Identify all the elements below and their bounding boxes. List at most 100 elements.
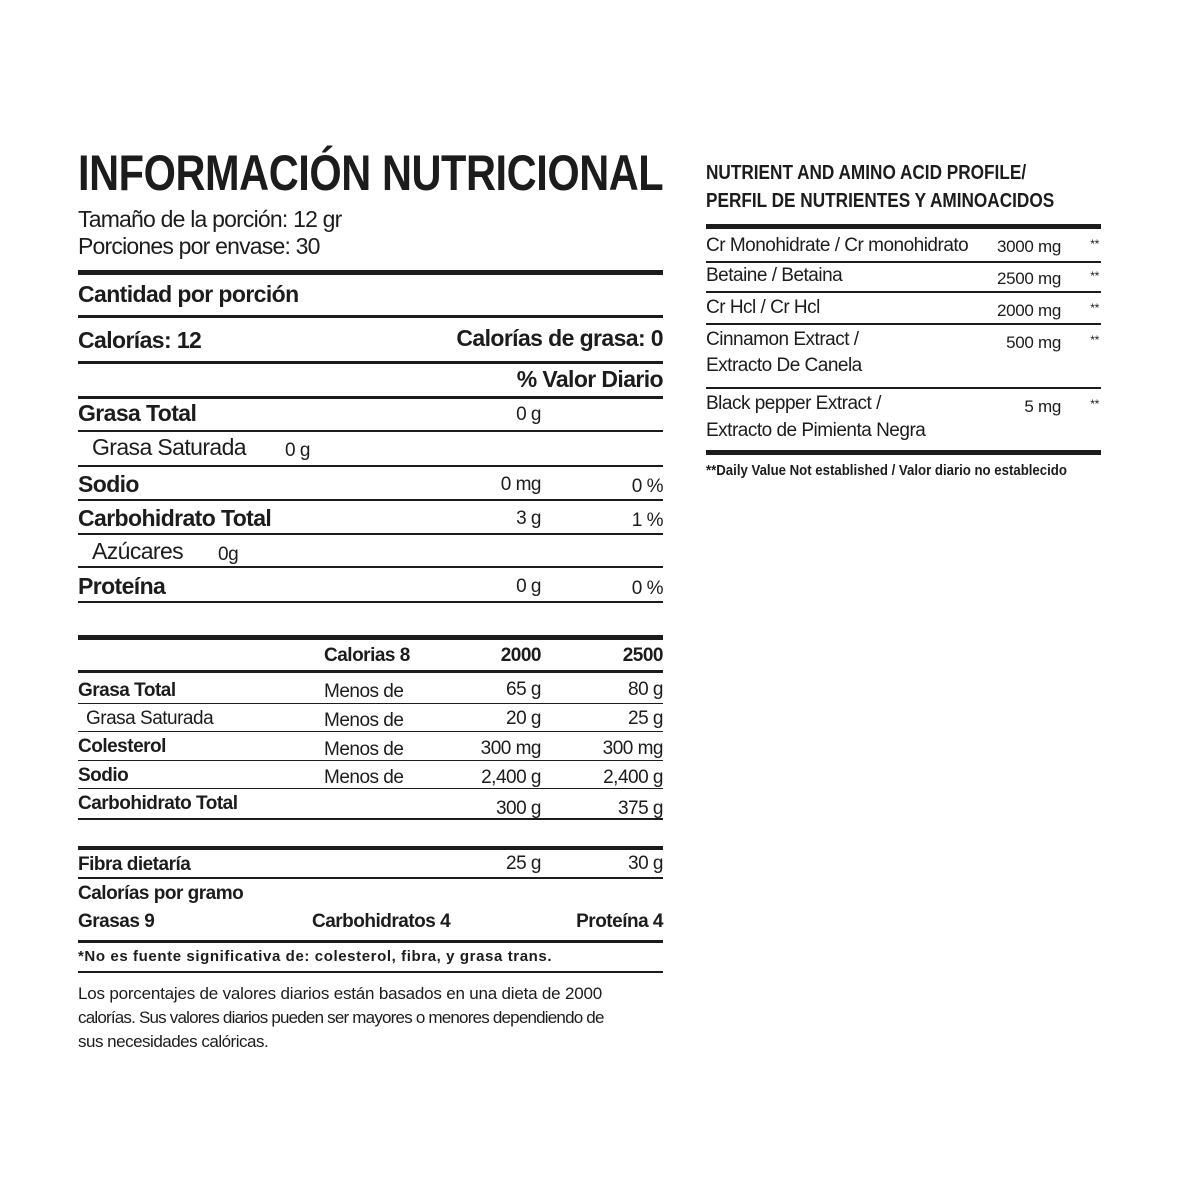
divider bbox=[78, 533, 663, 535]
reference-2000: 65 g bbox=[506, 679, 541, 700]
profile-dv: ** bbox=[1090, 237, 1099, 251]
reference-label: Grasa Saturada bbox=[86, 708, 214, 729]
nutrient-label: Grasa Saturada bbox=[92, 434, 247, 460]
disclaimer-line: sus necesidades calóricas. bbox=[78, 1032, 269, 1051]
divider bbox=[78, 846, 663, 850]
reference-label: Carbohidrato Total bbox=[78, 793, 238, 814]
disclaimer-line: Los porcentajes de valores diarios están… bbox=[78, 984, 602, 1003]
divider bbox=[706, 261, 1101, 263]
nutrient-dv: 0 % bbox=[631, 578, 664, 599]
profile-item-translation: Extracto De Canela bbox=[706, 355, 862, 376]
divider bbox=[78, 788, 663, 789]
divider bbox=[706, 291, 1101, 293]
divider bbox=[78, 430, 663, 432]
profile-amount: 2500 mg bbox=[996, 269, 1061, 288]
divider bbox=[78, 877, 663, 879]
divider bbox=[78, 940, 663, 943]
divider bbox=[706, 387, 1101, 389]
reference-qualifier: Menos de bbox=[324, 767, 404, 788]
profile-item: Black pepper Extract / bbox=[706, 393, 881, 414]
amount-per-serving: Cantidad por porción bbox=[78, 281, 299, 307]
fiber-2500: 30 g bbox=[628, 853, 663, 874]
reference-2000: 300 g bbox=[495, 798, 542, 819]
profile-item: Betaine / Betaina bbox=[706, 265, 843, 286]
nutrient-dv: 0 % bbox=[631, 476, 664, 497]
divider bbox=[78, 361, 663, 364]
reference-2500: 300 mg bbox=[602, 738, 664, 759]
divider bbox=[78, 601, 663, 603]
reference-2000: 2,400 g bbox=[481, 767, 541, 788]
nutrient-amount: 0 g bbox=[516, 576, 541, 597]
fats-per-gram: Grasas 9 bbox=[78, 911, 155, 932]
divider bbox=[706, 450, 1101, 455]
column-header: Calorias 8 bbox=[324, 645, 410, 666]
profile-amount: 5 mg bbox=[1024, 397, 1061, 416]
nutrient-amount: 0 g bbox=[516, 404, 541, 425]
disclaimer-line: calorías. Sus valores diarios pueden ser… bbox=[78, 1008, 604, 1027]
profile-item: Cr Hcl / Cr Hcl bbox=[706, 297, 820, 318]
profile-amount: 2000 mg bbox=[996, 301, 1061, 320]
reference-label: Grasa Total bbox=[78, 680, 176, 701]
profile-dv: ** bbox=[1090, 333, 1099, 347]
nutrient-label: Sodio bbox=[78, 471, 139, 497]
fiber-2000: 25 g bbox=[506, 853, 541, 874]
profile-dv: ** bbox=[1090, 301, 1099, 315]
divider bbox=[78, 396, 663, 399]
reference-label: Colesterol bbox=[78, 736, 166, 757]
reference-2000: 20 g bbox=[506, 708, 541, 729]
reference-label: Sodio bbox=[78, 765, 129, 786]
profile-dv: ** bbox=[1090, 397, 1099, 411]
divider bbox=[78, 670, 663, 673]
daily-value-header: % Valor Diario bbox=[516, 366, 664, 392]
profile-amount: 500 mg bbox=[1006, 333, 1061, 352]
column-header: 2000 bbox=[500, 645, 542, 666]
divider bbox=[78, 971, 663, 973]
reference-qualifier: Menos de bbox=[324, 681, 404, 702]
nutrient-label: Carbohidrato Total bbox=[78, 505, 272, 531]
calories: Calorías: 12 bbox=[78, 327, 202, 353]
calories-from-fat: Calorías de grasa: 0 bbox=[456, 325, 663, 351]
carbs-per-gram: Carbohidratos 4 bbox=[312, 911, 451, 932]
reference-2000: 300 mg bbox=[480, 738, 542, 759]
serving-size: Tamaño de la porción: 12 gr bbox=[78, 206, 342, 232]
protein-per-gram: Proteína 4 bbox=[576, 911, 663, 932]
column-header: 2500 bbox=[622, 645, 664, 666]
profile-footnote: **Daily Value Not established / Valor di… bbox=[706, 462, 1067, 479]
profile-item: Cr Monohidrate / Cr monohidrato bbox=[706, 235, 969, 256]
calories-per-gram: Calorías por gramo bbox=[78, 883, 244, 904]
divider bbox=[78, 315, 663, 318]
divider bbox=[78, 703, 663, 704]
fiber-label: Fibra dietaría bbox=[78, 854, 191, 875]
divider bbox=[78, 566, 663, 568]
profile-title-line2: PERFIL DE NUTRIENTES Y AMINOACIDOS bbox=[706, 190, 1055, 212]
significance-note: *No es fuente significativa de: colester… bbox=[78, 948, 553, 965]
divider bbox=[78, 760, 663, 761]
divider bbox=[78, 270, 663, 275]
divider bbox=[706, 323, 1101, 325]
reference-2500: 375 g bbox=[617, 798, 664, 819]
reference-2500: 2,400 g bbox=[603, 767, 663, 788]
nutrient-amount: 0 g bbox=[285, 440, 310, 461]
reference-2500: 80 g bbox=[628, 679, 663, 700]
nutrient-dv: 1 % bbox=[631, 510, 664, 531]
profile-item-translation: Extracto de Pimienta Negra bbox=[706, 420, 926, 441]
reference-qualifier: Menos de bbox=[324, 710, 404, 731]
divider bbox=[78, 818, 663, 820]
divider bbox=[706, 224, 1101, 229]
reference-2500: 25 g bbox=[628, 708, 663, 729]
profile-dv: ** bbox=[1090, 269, 1099, 283]
divider bbox=[78, 499, 663, 501]
nutrient-label: Proteína bbox=[78, 573, 166, 599]
servings-per-container: Porciones por envase: 30 bbox=[78, 233, 320, 259]
nutrient-amount: 3 g bbox=[516, 508, 541, 529]
profile-item: Cinnamon Extract / bbox=[706, 329, 859, 350]
profile-amount: 3000 mg bbox=[996, 237, 1061, 256]
nutrient-amount: 0 mg bbox=[500, 474, 542, 495]
nutrient-label: Azúcares bbox=[92, 538, 184, 564]
divider bbox=[78, 731, 663, 732]
nutrient-label: Grasa Total bbox=[78, 400, 197, 426]
profile-title-line1: NUTRIENT AND AMINO ACID PROFILE/ bbox=[706, 162, 1027, 184]
divider bbox=[78, 465, 663, 467]
reference-qualifier: Menos de bbox=[324, 739, 404, 760]
nutrition-title: INFORMACIÓN NUTRICIONAL bbox=[78, 145, 664, 201]
